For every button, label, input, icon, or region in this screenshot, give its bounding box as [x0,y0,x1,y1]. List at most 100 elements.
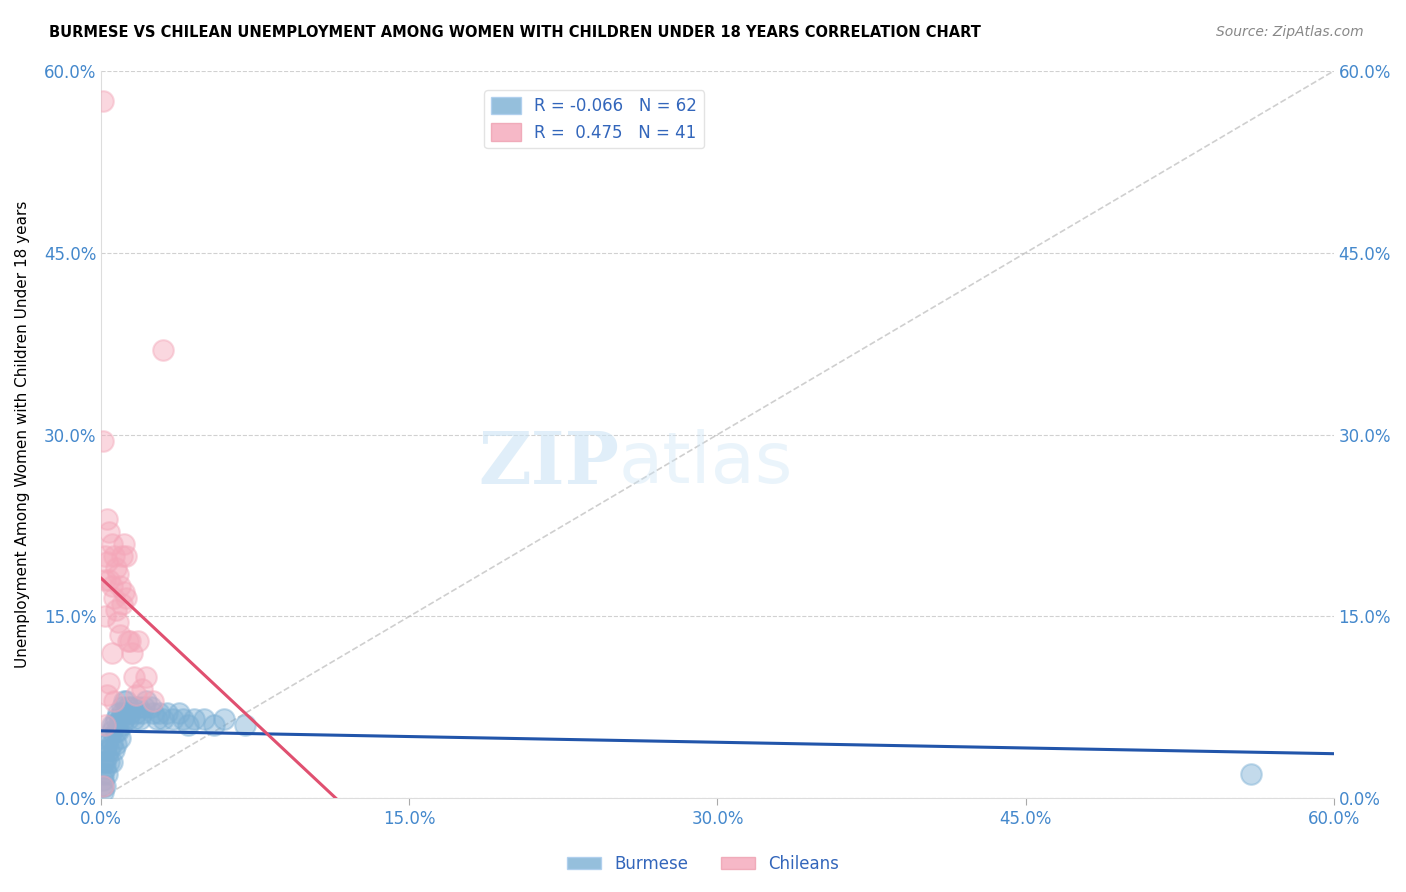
Point [112,712,135,726]
Point [107,724,129,739]
Point [122,712,145,726]
Point [115,591,138,606]
Point [176,718,198,732]
Point [125,706,148,721]
Point [94,549,117,563]
Point [142,706,165,721]
Point [104,724,127,739]
Point [111,700,134,714]
Point [135,694,157,708]
Point [100,718,122,732]
Point [91,434,114,448]
Point [112,585,135,599]
Point [112,694,135,708]
Y-axis label: Unemployment Among Women with Children Under 18 years: Unemployment Among Women with Children U… [15,201,30,668]
Point [98,573,121,587]
Point [94,755,117,769]
Point [108,579,131,593]
Point [91,95,114,109]
Point [118,706,141,721]
Point [142,694,165,708]
Point [100,579,122,593]
Point [112,536,135,550]
Point [91,755,114,769]
Point [98,742,121,756]
Point [162,712,184,726]
Point [152,343,174,357]
Point [129,712,152,726]
Point [103,549,125,563]
Point [100,536,122,550]
Point [94,573,117,587]
Point [183,712,205,726]
Point [152,712,174,726]
Point [103,694,125,708]
Point [131,706,153,721]
Point [125,688,148,702]
Point [103,591,125,606]
Point [121,700,143,714]
Point [96,748,118,763]
Point [100,755,122,769]
Point [127,633,149,648]
Point [122,670,145,684]
Point [100,724,122,739]
Point [111,718,134,732]
Point [172,712,194,726]
Point [111,597,134,611]
Point [214,712,236,726]
Point [131,682,153,697]
Point [91,772,114,787]
Point [193,712,215,726]
Legend: R = -0.066   N = 62, R =  0.475   N = 41: R = -0.066 N = 62, R = 0.475 N = 41 [485,90,704,148]
Point [115,549,138,563]
Point [98,676,121,690]
Point [107,566,129,581]
Point [135,670,157,684]
Point [91,779,114,793]
Point [98,755,121,769]
Point [96,555,118,569]
Point [107,706,129,721]
Point [96,512,118,526]
Point [94,718,117,732]
Point [108,712,131,726]
Point [91,779,114,793]
Point [91,785,114,799]
Point [115,706,138,721]
Text: atlas: atlas [619,429,793,498]
Point [100,737,122,751]
Point [156,706,179,721]
Point [94,779,117,793]
Point [96,767,118,781]
Point [111,549,134,563]
Point [104,737,127,751]
Text: ZIP: ZIP [478,428,619,500]
Point [111,706,134,721]
Point [117,712,139,726]
Point [98,524,121,539]
Point [94,742,117,756]
Point [1240,767,1263,781]
Point [107,615,129,630]
Point [100,646,122,660]
Point [121,646,143,660]
Text: Source: ZipAtlas.com: Source: ZipAtlas.com [1216,25,1364,39]
Point [94,761,117,775]
Text: BURMESE VS CHILEAN UNEMPLOYMENT AMONG WOMEN WITH CHILDREN UNDER 18 YEARS CORRELA: BURMESE VS CHILEAN UNEMPLOYMENT AMONG WO… [49,25,981,40]
Point [96,737,118,751]
Point [115,694,138,708]
Point [139,700,162,714]
Point [103,742,125,756]
Point [117,700,139,714]
Point [118,633,141,648]
Point [117,633,139,648]
Legend: Burmese, Chileans: Burmese, Chileans [561,848,845,880]
Point [169,706,191,721]
Point [104,712,127,726]
Point [96,688,118,702]
Point [98,731,121,745]
Point [233,718,256,732]
Point [108,731,131,745]
Point [104,561,127,575]
